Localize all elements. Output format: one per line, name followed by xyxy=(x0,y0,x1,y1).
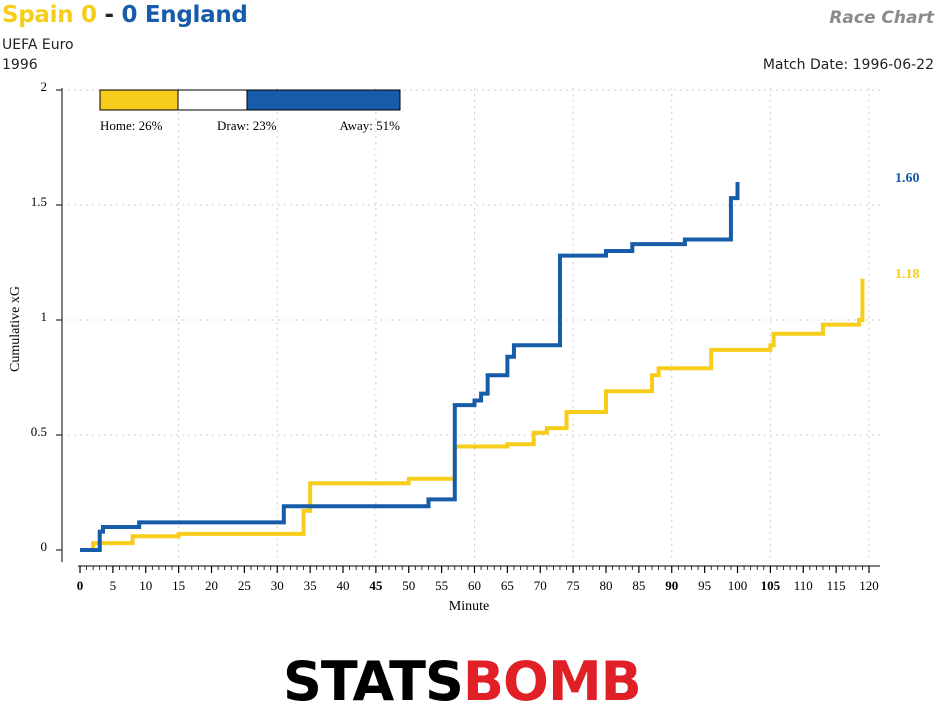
x-tick-label: 10 xyxy=(139,578,152,593)
x-tick-label: 75 xyxy=(567,578,580,593)
x-tick-label: 90 xyxy=(665,578,678,593)
prob-bar-home xyxy=(99,89,179,111)
probability-bar: Home: 26% Draw: 23% Away: 51% xyxy=(99,89,401,133)
away-final-xg: 1.60 xyxy=(895,171,920,186)
england-xg-line xyxy=(80,182,740,552)
x-tick-label: 50 xyxy=(402,578,415,593)
prob-home-label: Home: 26% xyxy=(100,118,163,133)
prob-away-label: Away: 51% xyxy=(339,118,400,133)
away-team-name: England xyxy=(144,2,248,28)
x-tick-label: 110 xyxy=(794,578,813,593)
x-tick-label: 60 xyxy=(468,578,481,593)
statsbomb-logo: STATSBOMB xyxy=(283,650,642,713)
x-tick-label: 100 xyxy=(728,578,748,593)
prob-bar-away xyxy=(246,89,401,111)
x-tick-label: 55 xyxy=(435,578,448,593)
x-tick-label: 40 xyxy=(337,578,350,593)
prob-bar-draw xyxy=(177,89,248,111)
x-tick-label: 95 xyxy=(698,578,711,593)
x-tick-label: 30 xyxy=(271,578,284,593)
x-tick-label: 5 xyxy=(110,578,117,593)
x-tick-label: 70 xyxy=(534,578,547,593)
match-title: Spain 0 - 0 England xyxy=(2,2,248,28)
logo-part-stats: STATS xyxy=(283,650,464,713)
home-score: 0 xyxy=(81,2,97,28)
competition-name: UEFA Euro xyxy=(2,37,74,53)
logo-part-bomb: BOMB xyxy=(462,650,642,713)
match-date: Match Date: 1996-06-22 xyxy=(762,57,934,73)
y-tick-label: 1 xyxy=(41,309,48,324)
y-tick-label: 1.5 xyxy=(31,194,47,209)
x-tick-label: 35 xyxy=(304,578,317,593)
y-axis-label: Cumulative xG xyxy=(8,286,23,372)
chart-lines xyxy=(80,182,865,552)
prob-draw-label: Draw: 23% xyxy=(217,118,277,133)
chart-axes: 00.511.520 5 10 15 20 25 30 35 40 45 50 55 60 65 70 75 8… xyxy=(31,79,880,593)
away-score: 0 xyxy=(121,2,138,28)
y-tick-label: 0 xyxy=(41,539,48,554)
season-label: 1996 xyxy=(2,57,38,73)
y-tick-label: 2 xyxy=(41,79,48,94)
x-axis-label: Minute xyxy=(449,599,489,614)
x-tick-label: 20 xyxy=(205,578,218,593)
x-tick-label: 65 xyxy=(501,578,514,593)
y-tick-label: 0.5 xyxy=(31,424,47,439)
x-tick-label: 115 xyxy=(827,578,846,593)
spain-xg-line xyxy=(80,278,865,552)
x-tick-label: 85 xyxy=(632,578,645,593)
x-tick-label: 25 xyxy=(238,578,251,593)
home-team-name: Spain xyxy=(2,2,74,28)
x-tick-label: 80 xyxy=(600,578,613,593)
x-tick-label: 105 xyxy=(761,578,781,593)
x-tick-label: 120 xyxy=(859,578,879,593)
x-tick-label: 0 xyxy=(77,578,84,593)
chart-type-label: Race Chart xyxy=(829,8,934,28)
x-tick-label: 15 xyxy=(172,578,185,593)
chart-grid xyxy=(68,88,880,562)
score-separator: - xyxy=(104,2,114,28)
x-tick-label: 45 xyxy=(369,578,383,593)
home-final-xg: 1.18 xyxy=(895,267,920,282)
